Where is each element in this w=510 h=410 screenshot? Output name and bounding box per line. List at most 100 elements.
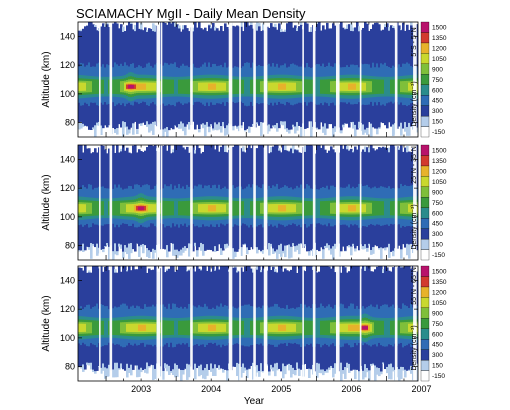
x-tick-label: 2004 — [201, 384, 221, 394]
colorbar-swatch — [420, 21, 430, 33]
y-tick-label: 140 — [60, 154, 75, 164]
data-gap — [109, 22, 113, 137]
y-tick-label: 140 — [60, 31, 75, 41]
data-gap — [335, 145, 340, 260]
data-gap — [228, 266, 233, 381]
colorbar-swatch — [420, 328, 430, 340]
data-gap — [335, 266, 340, 381]
colorbar-tick-label: 1350 — [432, 279, 447, 286]
y-tick-label: 100 — [60, 212, 75, 222]
data-gap — [413, 266, 417, 381]
colorbar-swatch — [420, 297, 430, 308]
x-tick-label: 2006 — [341, 384, 361, 394]
colorbar-tick-label: 450 — [432, 342, 443, 349]
data-gap — [312, 22, 316, 137]
colorbar-swatch — [420, 370, 430, 382]
colorbar-tick-label: -150 — [432, 252, 445, 259]
colorbar-swatch — [420, 238, 430, 250]
colorbar: -150 150 300 450 600 750 900 1050 1200 1350 1500 — [420, 265, 447, 382]
colorbar-swatch — [420, 228, 430, 240]
x-tick-label: 2003 — [131, 384, 151, 394]
colorbar-swatch — [420, 74, 430, 85]
data-gap — [99, 22, 101, 137]
plot-frame — [77, 144, 419, 261]
data-gap — [228, 145, 233, 260]
y-axis-label: Altitude (km) — [41, 295, 52, 351]
data-gap — [253, 22, 256, 137]
colorbar-tick-label: 150 — [432, 242, 443, 249]
y-tick-label: 120 — [60, 60, 75, 70]
data-gap — [160, 145, 163, 260]
colorbar-swatch — [420, 105, 430, 117]
colorbar: -150 150 300 450 600 750 900 1050 1200 1350 1500 — [420, 21, 447, 138]
colorbar-swatch — [420, 115, 430, 127]
colorbar-tick-label: 450 — [432, 221, 443, 228]
data-gap — [413, 22, 417, 137]
colorbar-tick-label: 300 — [432, 352, 443, 359]
colorbar-swatch — [420, 318, 430, 329]
colorbar-label: Density (cm⁻³) — [411, 81, 418, 126]
y-tick-label: 120 — [60, 183, 75, 193]
colorbar-tick-label: 1200 — [432, 45, 447, 52]
data-gap — [160, 266, 163, 381]
data-gap — [156, 145, 161, 260]
data-gap — [312, 145, 316, 260]
colorbar-tick-label: 900 — [432, 189, 443, 196]
data-gap — [228, 22, 233, 137]
colorbar-tick-label: 1500 — [432, 25, 447, 32]
data-gap — [263, 22, 268, 137]
data-gap — [109, 266, 113, 381]
colorbar-tick-label: 750 — [432, 77, 443, 84]
data-gap — [253, 266, 256, 381]
colorbar-swatch — [420, 186, 430, 198]
panel-2: 80 100 120 140 Altitude (km) -150 150 300 450 600… — [41, 144, 447, 261]
colorbar-tick-label: 600 — [432, 87, 443, 94]
data-gap — [190, 22, 193, 137]
heatmap-area — [78, 22, 418, 137]
data-gap — [239, 145, 241, 260]
colorbar-tick-label: 900 — [432, 310, 443, 317]
data-gap — [413, 145, 417, 260]
y-tick-label: 120 — [60, 304, 75, 314]
colorbar-label: Density (cm⁻³) — [411, 204, 418, 249]
data-gap — [359, 266, 362, 381]
data-gap — [302, 266, 304, 381]
colorbar-tick-label: 1350 — [432, 158, 447, 165]
y-tick-label: 80 — [65, 118, 75, 128]
colorbar-tick-label: 1200 — [432, 289, 447, 296]
data-gap — [253, 145, 256, 260]
data-gap — [302, 145, 304, 260]
colorbar-tick-label: 450 — [432, 98, 443, 105]
x-axis-label: Year — [244, 396, 265, 407]
plot-frame — [77, 265, 419, 382]
colorbar-tick-label: 150 — [432, 363, 443, 370]
colorbar-tick-label: 1050 — [432, 300, 447, 307]
data-gap — [99, 145, 101, 260]
y-tick-label: 140 — [60, 275, 75, 285]
data-gap — [335, 22, 340, 137]
colorbar-swatch — [420, 84, 430, 96]
data-gap — [394, 145, 398, 260]
colorbar-swatch — [420, 32, 430, 44]
region-label: 55°N - 65°N — [410, 267, 418, 305]
region-label: 5°S - 5°N — [410, 27, 418, 56]
data-gap — [109, 145, 113, 260]
colorbar-swatch — [420, 339, 430, 350]
colorbar-swatch — [420, 218, 430, 229]
data-gap — [312, 266, 316, 381]
y-tick-label: 100 — [60, 89, 75, 99]
chart-title: SCIAMACHY MgII - Daily Mean Density — [76, 6, 306, 21]
colorbar-swatch — [420, 265, 430, 277]
colorbar-tick-label: 750 — [432, 321, 443, 328]
data-gap — [190, 145, 193, 260]
colorbar-label: Density (cm⁻³) — [411, 325, 418, 370]
y-tick-label: 100 — [60, 333, 75, 343]
colorbar-tick-label: 1200 — [432, 168, 447, 175]
data-gap — [239, 22, 241, 137]
data-gap — [359, 22, 362, 137]
colorbar-tick-label: 150 — [432, 119, 443, 126]
y-axis-label: Altitude (km) — [41, 174, 52, 230]
colorbar-tick-label: 1050 — [432, 56, 447, 63]
colorbar-tick-label: 1050 — [432, 179, 447, 186]
